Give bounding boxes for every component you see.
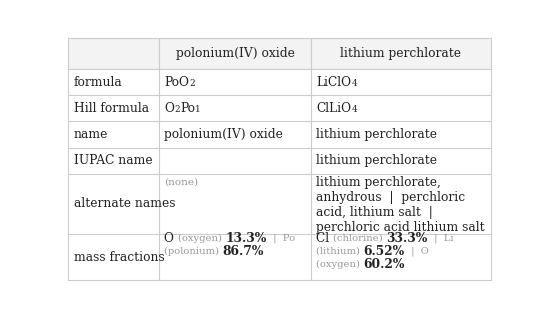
Text: |  Po: | Po <box>267 233 295 243</box>
Text: polonium(IV) oxide: polonium(IV) oxide <box>175 47 294 60</box>
Text: (chlorine): (chlorine) <box>334 233 386 243</box>
Text: (polonium): (polonium) <box>165 247 223 256</box>
Text: mass fractions: mass fractions <box>74 250 165 264</box>
Text: ClLiO: ClLiO <box>317 102 352 115</box>
Text: 33.3%: 33.3% <box>386 232 428 244</box>
Bar <box>68 38 490 69</box>
Text: 2: 2 <box>174 106 180 114</box>
Text: name: name <box>74 128 108 141</box>
Text: 86.7%: 86.7% <box>223 245 264 258</box>
Text: 13.3%: 13.3% <box>225 232 267 244</box>
Text: 2: 2 <box>189 79 195 88</box>
Text: 60.2%: 60.2% <box>364 258 405 271</box>
Text: IUPAC name: IUPAC name <box>74 154 152 167</box>
Text: Hill formula: Hill formula <box>74 102 149 115</box>
Text: |  O: | O <box>405 247 428 256</box>
Text: 1: 1 <box>195 106 201 114</box>
Text: lithium perchlorate: lithium perchlorate <box>340 47 461 60</box>
Text: (oxygen): (oxygen) <box>317 260 364 269</box>
Text: lithium perchlorate: lithium perchlorate <box>317 154 438 167</box>
Text: lithium perchlorate: lithium perchlorate <box>317 128 438 141</box>
Text: O: O <box>165 102 174 115</box>
Text: formula: formula <box>74 76 123 89</box>
Text: O: O <box>165 232 178 244</box>
Text: alternate names: alternate names <box>74 197 175 210</box>
Text: (lithium): (lithium) <box>317 247 364 256</box>
Text: Cl: Cl <box>317 232 334 244</box>
Text: |  Li: | Li <box>428 233 453 243</box>
Text: 6.52%: 6.52% <box>364 245 405 258</box>
Text: lithium perchlorate,
anhydrous  |  perchloric
acid, lithium salt  |
perchloric a: lithium perchlorate, anhydrous | perchlo… <box>317 176 485 234</box>
Text: (none): (none) <box>165 177 198 186</box>
Text: 4: 4 <box>352 106 357 114</box>
Text: polonium(IV) oxide: polonium(IV) oxide <box>165 128 283 141</box>
Text: Po: Po <box>180 102 195 115</box>
Text: LiClO: LiClO <box>317 76 352 89</box>
Text: PoO: PoO <box>165 76 189 89</box>
Text: (oxygen): (oxygen) <box>178 233 225 243</box>
Text: 4: 4 <box>352 79 357 88</box>
